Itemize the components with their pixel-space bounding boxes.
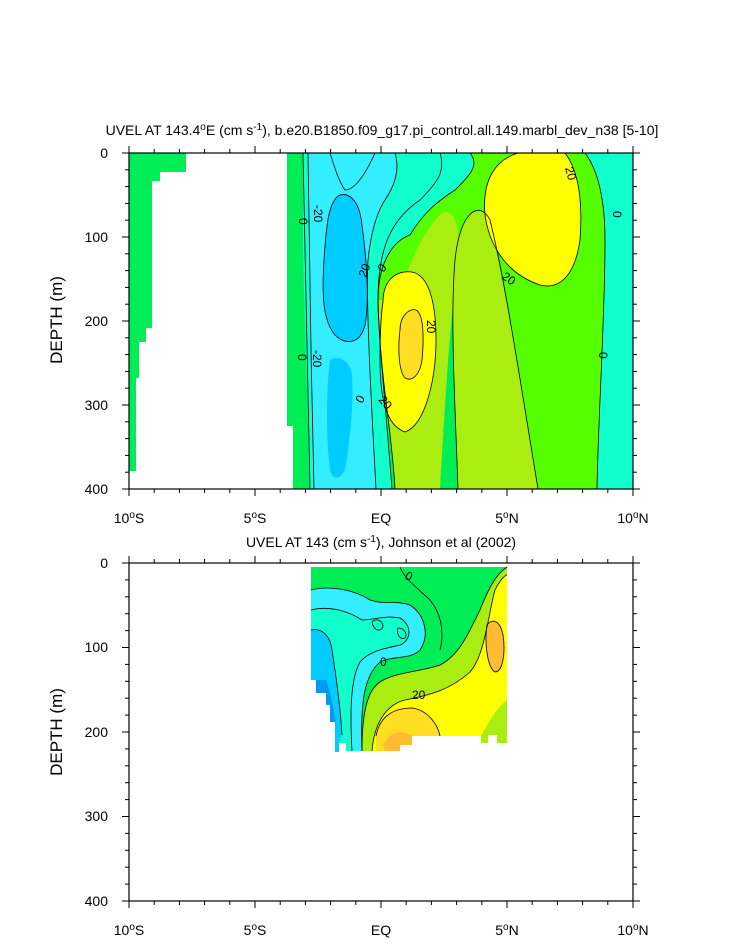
contour-lines (302, 152, 606, 490)
x-tick-labels-bottom: 10oS 5oS EQ 5oN 10oN (114, 922, 649, 938)
ytick-b-200: 200 (85, 724, 109, 740)
obs-clabel-0b: 0 (380, 655, 387, 669)
fill-yellowgreen (378, 153, 538, 489)
fill-south-green (129, 153, 186, 471)
x-tick-labels-top: 10oS 5oS EQ 5oN 10oN (114, 510, 649, 526)
xtick-b-10N: 10oN (617, 922, 648, 938)
xtick-10S: 10oS (114, 510, 144, 526)
panel-bottom: UVEL AT 143 (cm s-1), Johnson et al (200… (47, 534, 649, 938)
clabel-m20a: -20 (311, 205, 325, 223)
xtick-b-5S: 5oS (244, 922, 267, 938)
xtick-5S: 5oS (244, 510, 267, 526)
contour-fill-obs (311, 567, 507, 752)
ytick-400: 400 (85, 481, 109, 497)
clabel-0f: 0 (596, 352, 610, 359)
ytick-100: 100 (85, 229, 109, 245)
xtick-b-EQ: EQ (371, 922, 391, 938)
ytick-300: 300 (85, 397, 109, 413)
contour-fill (129, 153, 633, 489)
obs-fill-yellow (372, 575, 507, 751)
ytick-b-0: 0 (100, 555, 108, 571)
clabel-20a: 20 (356, 261, 374, 279)
y-tick-labels-top: 0 100 200 300 400 (85, 145, 109, 497)
y-axis-label-top: DEPTH (m) (47, 276, 66, 364)
obs-clabel-20: 20 (412, 688, 426, 702)
ticks-top (122, 146, 640, 496)
fill-yellow-north (484, 153, 581, 286)
xtick-EQ: EQ (371, 510, 391, 526)
xtick-b-10S: 10oS (114, 922, 144, 938)
clabel-0a: 0 (296, 218, 310, 225)
clabel-m20b: -20 (310, 350, 324, 368)
ytick-b-400: 400 (85, 893, 109, 909)
y-tick-labels-bottom: 0 100 200 300 400 (85, 555, 109, 909)
clabel-0c: 0 (295, 354, 309, 361)
ytick-0: 0 (100, 145, 108, 161)
clabel-20e: 20 (562, 165, 579, 182)
panel-top: UVEL AT 143.4oE (cm s-1), b.e20.B1850.f0… (47, 122, 658, 526)
panel-bottom-title: UVEL AT 143 (cm s-1), Johnson et al (200… (246, 534, 516, 550)
ytick-b-300: 300 (85, 808, 109, 824)
xtick-5N: 5oN (495, 510, 518, 526)
y-axis-label-bottom: DEPTH (m) (47, 688, 66, 776)
ticks-bottom (122, 556, 640, 908)
fill-lightblue (323, 194, 368, 342)
fill-gold-eq (398, 309, 424, 380)
xtick-10N: 10oN (617, 510, 648, 526)
fill-aqua-right (585, 153, 633, 489)
clabel-20b: 20 (424, 320, 438, 334)
clabel-0e: 0 (610, 211, 624, 218)
xtick-b-5N: 5oN (495, 922, 518, 938)
obs-fill-orange-n (485, 621, 505, 672)
panel-top-title: UVEL AT 143.4oE (cm s-1), b.e20.B1850.f0… (106, 122, 659, 138)
ytick-b-100: 100 (85, 639, 109, 655)
ytick-200: 200 (85, 313, 109, 329)
contour-lines-obs (310, 566, 508, 752)
